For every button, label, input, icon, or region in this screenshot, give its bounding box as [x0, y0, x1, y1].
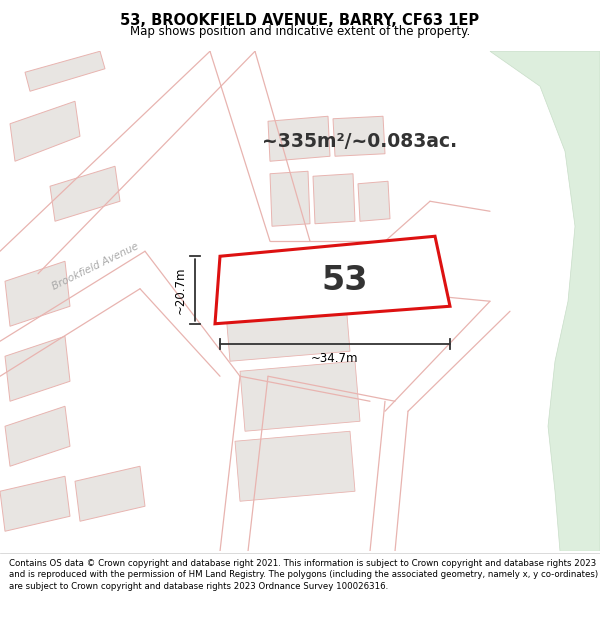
Text: 53, BROOKFIELD AVENUE, BARRY, CF63 1EP: 53, BROOKFIELD AVENUE, BARRY, CF63 1EP — [121, 12, 479, 28]
Polygon shape — [268, 116, 330, 161]
Text: ~34.7m: ~34.7m — [311, 352, 359, 365]
Polygon shape — [490, 51, 600, 551]
Polygon shape — [10, 101, 80, 161]
Polygon shape — [25, 51, 105, 91]
Polygon shape — [235, 431, 355, 501]
Polygon shape — [5, 406, 70, 466]
Polygon shape — [75, 466, 145, 521]
Polygon shape — [333, 116, 385, 156]
Polygon shape — [50, 166, 120, 221]
Polygon shape — [270, 171, 310, 226]
Polygon shape — [215, 236, 450, 324]
Text: ~335m²/~0.083ac.: ~335m²/~0.083ac. — [262, 132, 458, 151]
Text: Contains OS data © Crown copyright and database right 2021. This information is : Contains OS data © Crown copyright and d… — [9, 559, 598, 591]
Polygon shape — [240, 361, 360, 431]
Polygon shape — [5, 261, 70, 326]
Text: Brookfield Avenue: Brookfield Avenue — [50, 241, 140, 292]
Text: ~20.7m: ~20.7m — [174, 266, 187, 314]
Text: Map shows position and indicative extent of the property.: Map shows position and indicative extent… — [130, 26, 470, 39]
Polygon shape — [313, 174, 355, 224]
Polygon shape — [0, 476, 70, 531]
Polygon shape — [358, 181, 390, 221]
Polygon shape — [225, 291, 350, 361]
Text: 53: 53 — [322, 264, 368, 297]
Polygon shape — [5, 336, 70, 401]
